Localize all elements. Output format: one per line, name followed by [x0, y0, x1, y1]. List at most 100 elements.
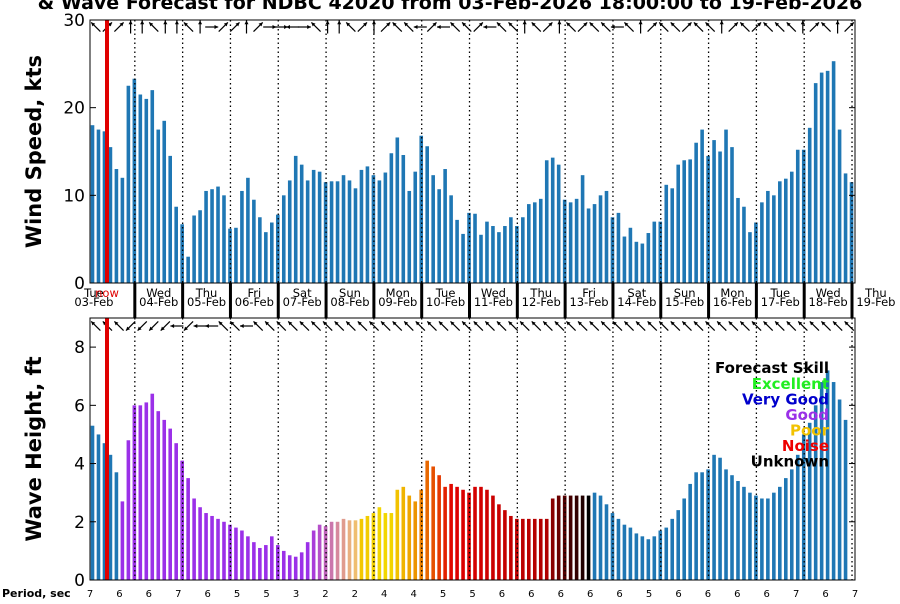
day-label-date: 15-Feb	[665, 295, 704, 309]
wind-ytick-label: 30	[63, 11, 85, 31]
wave-bar	[694, 472, 698, 580]
wave-bar	[108, 454, 113, 580]
legend-item: Excellent	[752, 375, 829, 393]
period-tick-label: 6	[146, 589, 152, 600]
wave-bar	[198, 507, 202, 580]
wave-direction-arrow	[357, 320, 368, 332]
wave-bar	[754, 495, 758, 580]
wind-bar	[825, 70, 830, 283]
wind-direction-arrow	[174, 20, 179, 34]
wave-direction-arrow	[774, 320, 785, 332]
wind-direction-arrow	[670, 21, 681, 33]
wave-direction-arrow	[484, 320, 495, 332]
wave-bar	[359, 518, 364, 580]
wind-bar	[281, 195, 286, 283]
wind-bar	[252, 199, 256, 283]
wave-bar	[491, 495, 495, 580]
wave-bar	[616, 518, 621, 580]
wind-bar	[592, 204, 597, 283]
wave-direction-arrow	[426, 320, 437, 332]
wave-bar	[789, 469, 794, 580]
day-label-date: 04-Feb	[139, 295, 178, 309]
wind-direction-arrow	[148, 21, 159, 33]
wave-direction-arrow	[589, 320, 600, 332]
wind-direction-arrow	[522, 20, 527, 34]
wind-direction-arrow	[496, 21, 507, 33]
wave-bar	[556, 495, 561, 580]
wind-direction-arrow	[128, 20, 133, 34]
wind-ytick-label: 0	[74, 274, 85, 294]
day-label-date: 10-Feb	[426, 295, 465, 309]
wind-direction-arrow	[681, 21, 692, 33]
period-tick-label: 2	[322, 589, 328, 600]
wave-day-gridlines	[134, 318, 853, 580]
wind-direction-arrow	[413, 25, 427, 29]
wave-bar	[473, 486, 477, 580]
wind-bar	[449, 195, 453, 283]
wave-direction-arrow	[461, 320, 472, 332]
figure-title: & Wave Forecast for NDBC 42020 from 03-F…	[38, 0, 863, 14]
wind-bar	[670, 188, 675, 283]
wave-bar	[700, 472, 704, 580]
wind-bar	[138, 94, 143, 284]
wind-direction-arrow	[786, 21, 797, 33]
wave-ytick-label: 6	[74, 396, 85, 416]
wind-bar	[114, 169, 119, 283]
wind-bar	[742, 206, 746, 283]
wind-direction-arrow	[610, 25, 624, 29]
wave-direction-arrow	[670, 320, 681, 332]
wave-bar	[383, 513, 388, 580]
wave-bar	[168, 428, 172, 580]
day-label-date: 11-Feb	[474, 295, 513, 309]
wind-direction-arrow	[647, 21, 658, 33]
wind-bar	[556, 164, 561, 283]
wave-ytick-label: 8	[74, 338, 85, 358]
wave-bar	[335, 521, 340, 580]
period-tick-label: 5	[440, 589, 446, 600]
wave-bar	[634, 533, 639, 580]
wave-direction-arrow	[450, 320, 461, 332]
day-label-dow: Sat	[293, 286, 312, 300]
wave-direction-arrow	[438, 320, 449, 332]
wave-bar	[461, 489, 465, 580]
wave-bar	[341, 518, 346, 580]
wind-bar	[700, 129, 704, 283]
day-label-date: 17-Feb	[761, 295, 800, 309]
wind-direction-arrow	[392, 21, 403, 33]
wave-bar	[281, 550, 286, 580]
wave-bar	[258, 547, 262, 580]
wave-bar	[652, 536, 657, 580]
wave-bar	[437, 475, 441, 580]
wind-bar	[162, 120, 167, 283]
legend-item: Unknown	[751, 453, 829, 471]
wave-direction-arrow	[600, 320, 611, 332]
wind-bar	[102, 131, 107, 283]
wave-bar	[509, 515, 513, 580]
wind-bar	[748, 232, 752, 283]
period-tick-label: 7	[87, 589, 93, 600]
wave-direction-arrow	[160, 320, 171, 332]
day-label-dow: Tue	[769, 286, 790, 300]
wave-bar	[610, 513, 615, 580]
wind-direction-arrow	[205, 25, 219, 29]
wind-bar	[353, 188, 358, 283]
wind-direction-arrow	[450, 21, 461, 33]
period-tick-label: 6	[205, 589, 211, 600]
wind-direction-arrow	[531, 21, 542, 33]
wave-bar	[795, 454, 800, 580]
wind-bar	[807, 127, 812, 283]
wave-bar	[150, 393, 155, 580]
wave-bar	[240, 530, 244, 580]
wind-bar	[628, 227, 633, 283]
wave-bar	[317, 524, 322, 580]
wind-ytick-label: 10	[63, 186, 85, 206]
wind-bar	[760, 202, 764, 283]
wave-direction-arrow	[612, 320, 623, 332]
wind-bar	[813, 83, 818, 284]
wind-bar	[491, 226, 495, 283]
wave-bar	[670, 518, 675, 580]
wind-bar	[676, 164, 681, 283]
wave-direction-arrow	[809, 320, 820, 332]
wave-bar	[365, 515, 370, 580]
